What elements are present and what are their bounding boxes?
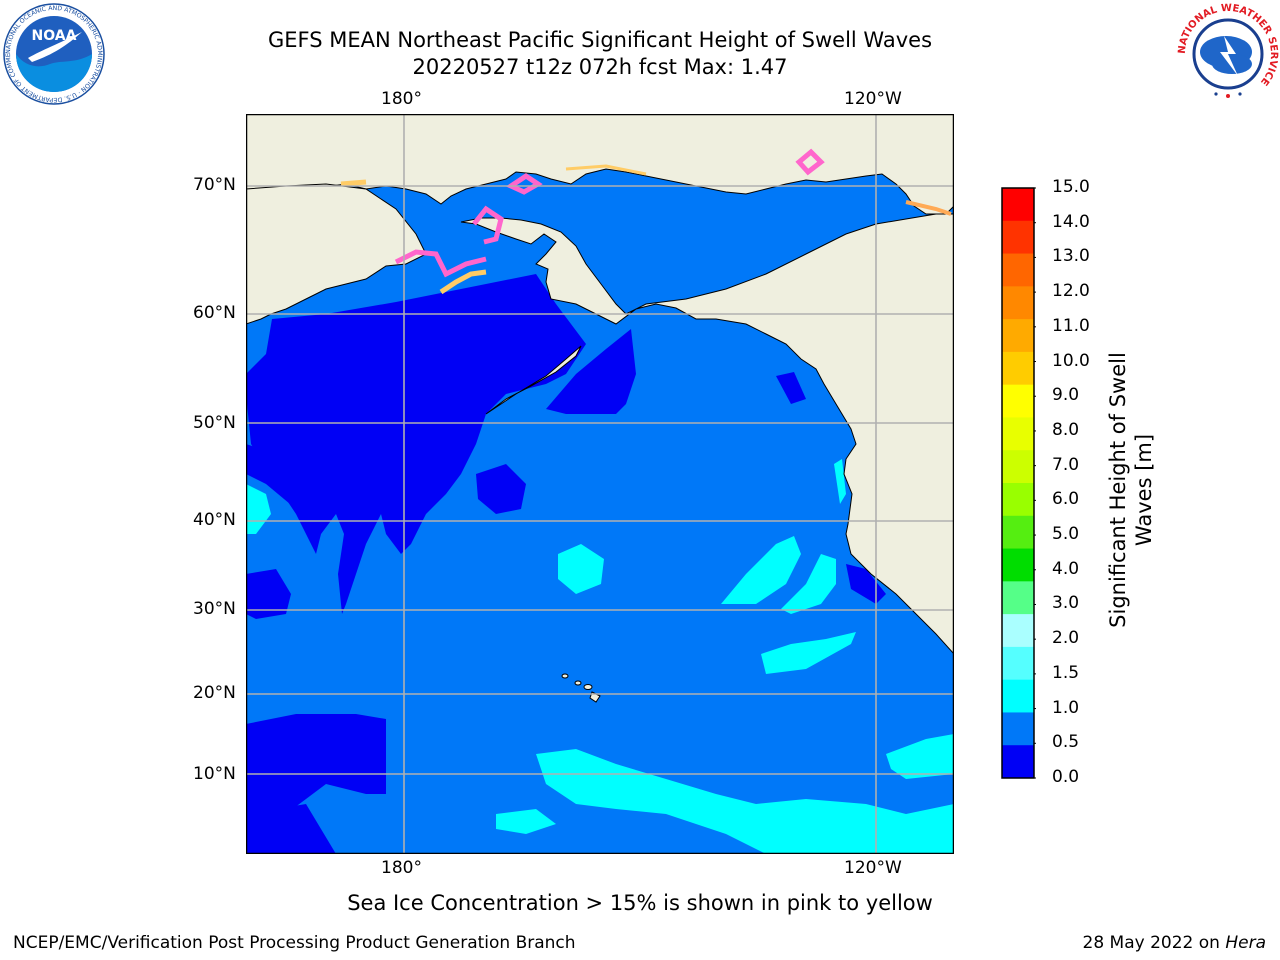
colorbar-segment xyxy=(1002,548,1034,582)
colorbar-label-line2: Waves [m] xyxy=(1132,433,1156,547)
colorbar-segment xyxy=(1002,712,1034,746)
colorbar-segment xyxy=(1002,581,1034,615)
colorbar-tick-label: 3.0 xyxy=(1052,593,1080,614)
colorbar-tick-label: 15.0 xyxy=(1052,177,1090,197)
bottom-lon-label-120w: 120°W xyxy=(844,858,902,878)
colorbar-label-line1: Significant Height of Swell xyxy=(1106,352,1130,628)
sea-ice-caption: Sea Ice Concentration > 15% is shown in … xyxy=(347,891,933,915)
top-lon-label-180: 180° xyxy=(381,89,422,109)
footer-date-text: 28 May 2022 on xyxy=(1082,933,1226,953)
east-pacific-cyan-patch-1 xyxy=(721,536,801,604)
colorbar-tick-label: 9.0 xyxy=(1052,385,1080,406)
colorbar-segment xyxy=(1002,253,1034,287)
hawaii-north-dark-patch xyxy=(476,464,526,514)
colorbar-segment xyxy=(1002,384,1034,418)
lat-label-10n: 10°N xyxy=(193,764,236,784)
colorbar-tick-label: 11.0 xyxy=(1052,315,1090,336)
west-tropics-dark-region xyxy=(246,714,386,814)
east-tropics-cyan-patch xyxy=(886,734,954,779)
colorbar-tick-label: 13.0 xyxy=(1052,246,1090,267)
alaska-southeast-dark-patch xyxy=(776,372,806,404)
west-mid-dark-patch xyxy=(246,444,316,509)
colorbar-segment xyxy=(1002,450,1034,484)
gulf-of-alaska-dark-patch xyxy=(546,329,636,414)
west-30n-dark-patch xyxy=(246,569,291,619)
lat-label-30n: 30°N xyxy=(193,599,236,619)
southwest-corner-dark-region xyxy=(246,804,336,854)
colorbar-tick-label: 5.0 xyxy=(1052,524,1080,545)
colorbar-segment xyxy=(1002,679,1034,713)
sea-ice-edge xyxy=(340,148,952,295)
nws-logo: NATIONAL WEATHER SERVICE xyxy=(1177,3,1279,104)
colorbar-segment xyxy=(1002,351,1034,386)
east-pacific-cyan-patch-3 xyxy=(761,632,856,674)
colorbar-border xyxy=(1001,187,1035,779)
colorbar-tick-label: 10.0 xyxy=(1052,350,1090,371)
colorbar-tick-label: 0.5 xyxy=(1052,732,1080,753)
swell-1.0-1.5-regions xyxy=(246,459,954,854)
colorbar-segment xyxy=(1002,515,1034,550)
colorbar-segment xyxy=(1002,220,1034,255)
chukotka-peninsula xyxy=(246,183,427,325)
footer-branch: NCEP/EMC/Verification Post Processing Pr… xyxy=(13,933,576,953)
bottom-lon-label-180: 180° xyxy=(381,858,422,878)
lat-label-20n: 20°N xyxy=(193,683,236,703)
colorbar-tick-label: 7.0 xyxy=(1052,454,1080,475)
swell-0-0.5-regions xyxy=(246,274,886,854)
colorbar-tick-label: 1.0 xyxy=(1052,697,1080,718)
noaa-logo: NATIONAL OCEANIC AND ATMOSPHERIC ADMINIS… xyxy=(2,2,105,105)
colorbar-segment xyxy=(1002,417,1034,451)
siberia-alaska-landmass xyxy=(246,114,954,215)
wave-height-map xyxy=(246,114,954,854)
bering-north-pacific-dark-region xyxy=(246,274,586,614)
central-pacific-cyan-patch xyxy=(558,544,604,594)
colorbar-segment xyxy=(1002,745,1034,779)
colorbar-tick-label: 6.0 xyxy=(1052,489,1080,510)
noaa-wordmark: NOAA xyxy=(32,28,77,44)
map-subtitle: 20220527 t12z 072h fcst Max: 1.47 xyxy=(412,55,788,79)
colorbar-tick-label: 1.5 xyxy=(1052,662,1080,683)
colorbar-tick-label: 4.0 xyxy=(1052,558,1080,579)
top-lon-label-120w: 120°W xyxy=(844,89,902,109)
colorbar-tick-label: 8.0 xyxy=(1052,419,1080,440)
colorbar-tick-label: 0.0 xyxy=(1052,767,1080,787)
colorbar-label: Significant Height of Swell Waves [m] xyxy=(1105,270,1157,710)
colorbar-tick-label: 12.0 xyxy=(1052,281,1090,302)
lat-label-40n: 40°N xyxy=(193,510,236,530)
colorbar xyxy=(1001,187,1036,779)
california-coast-cyan-strip xyxy=(834,459,846,504)
colorbar-segment xyxy=(1002,319,1034,353)
tropical-cyan-band xyxy=(536,749,954,854)
map-title: GEFS MEAN Northeast Pacific Significant … xyxy=(267,28,933,52)
colorbar-segment xyxy=(1002,614,1034,648)
colorbar-tick-label: 2.0 xyxy=(1052,628,1080,649)
footer-date: 28 May 2022 on Hera xyxy=(1083,933,1267,953)
footer-host: Hera xyxy=(1225,933,1266,953)
alaska-peninsula xyxy=(485,345,582,415)
lat-label-50n: 50°N xyxy=(193,413,236,433)
tropical-cyan-west-patch xyxy=(496,809,556,834)
hawaiian-islands xyxy=(561,673,601,703)
graticule xyxy=(246,114,954,854)
colorbar-segment xyxy=(1002,286,1034,320)
east-pacific-cyan-patch-2 xyxy=(781,554,836,614)
colorbar-segment xyxy=(1002,188,1034,222)
lat-label-70n: 70°N xyxy=(193,175,236,195)
colorbar-segment xyxy=(1002,483,1034,517)
colorbar-tick-label: 14.0 xyxy=(1052,211,1090,232)
lat-label-60n: 60°N xyxy=(193,303,236,323)
colorbar-segment xyxy=(1002,646,1034,681)
